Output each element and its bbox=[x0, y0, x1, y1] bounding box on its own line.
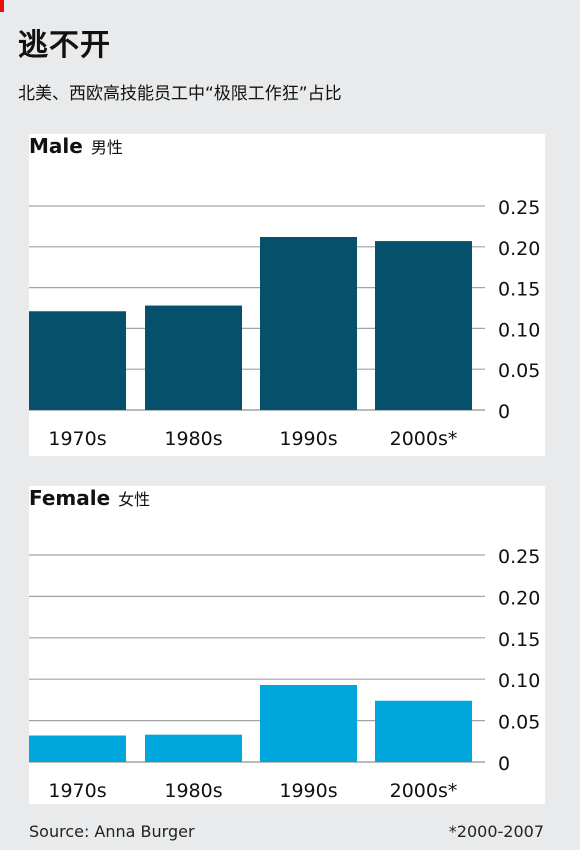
female-y-tick-label: 0.15 bbox=[498, 629, 540, 651]
female-bar-1970s bbox=[29, 735, 126, 762]
chart-title: 逃不开 bbox=[18, 28, 111, 63]
male-x-tick-label: 1970s bbox=[48, 428, 106, 450]
female-bar-1990s bbox=[260, 684, 357, 762]
male-label-en: Male bbox=[29, 134, 83, 158]
female-x-tick-label: 1970s bbox=[48, 780, 106, 802]
female-y-tick-label: 0.25 bbox=[498, 546, 540, 568]
female-panel: 0 0.05 0.10 0.15 0.20 0.25 1970s 1980s 1990s 2000… bbox=[29, 486, 545, 804]
brand-corner-mark bbox=[0, 0, 4, 12]
source-note: Source: Anna Burger bbox=[29, 822, 195, 841]
male-panel: 0 0.05 0.10 0.15 0.20 0.25 1970s 1980s 1990s 2000… bbox=[29, 134, 545, 456]
female-bar-1980s bbox=[145, 734, 242, 762]
male-bar-1980s bbox=[145, 305, 242, 410]
male-panel-label: Male 男性 bbox=[29, 134, 123, 158]
female-y-tick-label: 0.20 bbox=[498, 587, 540, 609]
male-y-tick-label: 0 bbox=[498, 401, 510, 423]
chart-subtitle: 北美、西欧高技能员工中“极限工作狂”占比 bbox=[18, 84, 342, 104]
female-bar-chart: 0 0.05 0.10 0.15 0.20 0.25 1970s 1980s 1990s 2000… bbox=[29, 546, 540, 802]
female-x-tick-label: 1980s bbox=[164, 780, 222, 802]
female-y-tick-label: 0.05 bbox=[498, 712, 540, 734]
male-y-tick-label: 0.20 bbox=[498, 238, 540, 260]
male-label-cn: 男性 bbox=[90, 138, 123, 157]
male-y-tick-label: 0.10 bbox=[498, 319, 540, 341]
male-x-tick-label: 2000s* bbox=[390, 428, 458, 450]
female-y-tick-label: 0 bbox=[498, 753, 510, 775]
female-label-en: Female bbox=[29, 486, 111, 510]
female-label-cn: 女性 bbox=[118, 490, 151, 509]
male-bar-2000s bbox=[375, 241, 472, 410]
male-x-tick-label: 1990s bbox=[279, 428, 337, 450]
male-bar-1990s bbox=[260, 237, 357, 410]
male-bar-chart: 0 0.05 0.10 0.15 0.20 0.25 1970s 1980s 1990s 2000… bbox=[29, 197, 540, 450]
female-bar-2000s bbox=[375, 700, 472, 762]
female-y-tick-label: 0.10 bbox=[498, 670, 540, 692]
female-panel-label: Female 女性 bbox=[29, 486, 150, 510]
male-y-tick-label: 0.15 bbox=[498, 279, 540, 301]
female-x-tick-label: 2000s* bbox=[390, 780, 458, 802]
male-bar-1970s bbox=[29, 311, 126, 410]
male-y-tick-label: 0.25 bbox=[498, 197, 540, 219]
male-x-tick-label: 1980s bbox=[164, 428, 222, 450]
female-x-tick-label: 1990s bbox=[279, 780, 337, 802]
footnote: *2000-2007 bbox=[448, 822, 544, 841]
male-y-tick-label: 0.05 bbox=[498, 360, 540, 382]
